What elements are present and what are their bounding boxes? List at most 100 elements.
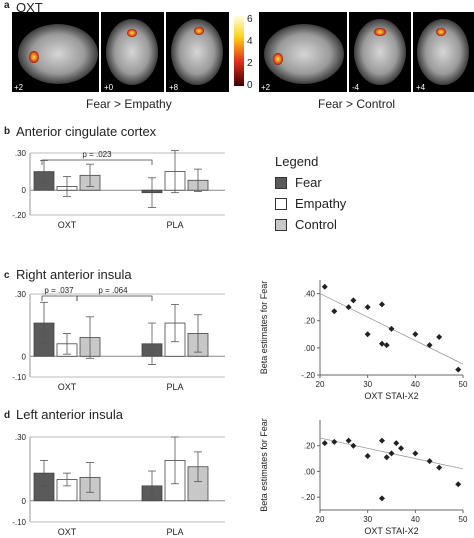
colorbar-tick: 2 <box>247 58 253 69</box>
data-point <box>331 308 338 315</box>
y-tick-label: .20 <box>304 442 316 451</box>
y-tick-label: -.10 <box>12 373 26 382</box>
significance-bracket <box>41 295 78 301</box>
data-point <box>412 450 419 457</box>
y-axis-label: Beta estimates for Fear <box>259 418 269 512</box>
significance-label: p = .023 <box>82 150 112 159</box>
data-point <box>364 331 371 338</box>
y-tick-label: -.10 <box>12 518 26 527</box>
bar-chart-right-insula: .30 0 -.10 OXT PLA p = .037 p = .064 <box>12 286 225 392</box>
data-point <box>398 445 405 452</box>
colorbar-tick: 0 <box>247 80 253 91</box>
legend-label: Empathy <box>295 196 347 211</box>
x-category-label: OXT <box>58 220 77 230</box>
legend-label: Fear <box>295 175 322 190</box>
data-point <box>383 454 390 461</box>
data-point <box>436 334 443 340</box>
panel-letter-b: b <box>4 126 11 137</box>
data-point <box>331 438 338 445</box>
data-point <box>364 453 371 459</box>
y-tick-label: .30 <box>15 433 27 442</box>
panel-letter-a: a <box>4 0 10 11</box>
data-point <box>426 458 433 465</box>
slice-label: +2 <box>14 83 24 92</box>
data-point <box>345 437 352 444</box>
x-category-label: OXT <box>58 382 77 392</box>
x-tick-label: 30 <box>363 380 372 389</box>
panel-letter-d: d <box>4 410 11 421</box>
significance-label: p = .037 <box>44 286 74 295</box>
colorbar-tick: 6 <box>247 14 253 25</box>
x-category-label: PLA <box>166 382 183 392</box>
x-tick-label: 40 <box>411 515 420 524</box>
y-tick-label: .30 <box>15 149 27 158</box>
x-tick-label: 20 <box>316 380 325 389</box>
legend-item-control: Control <box>275 217 346 232</box>
significance-bracket <box>76 295 153 301</box>
y-tick-label: .40 <box>304 290 316 299</box>
data-point <box>378 495 385 502</box>
slice-label: -4 <box>352 83 360 92</box>
caption-fear-empathy: Fear > Empathy <box>86 97 172 111</box>
data-point <box>321 283 328 290</box>
caption-fear-control: Fear > Control <box>318 97 396 111</box>
data-point <box>364 304 371 311</box>
legend-item-fear: Fear <box>275 175 346 190</box>
significance-bracket <box>41 159 153 165</box>
data-point <box>455 366 462 373</box>
colorbar <box>234 16 244 86</box>
panel-letter-c: c <box>4 270 10 281</box>
panel-a-title: OXT <box>16 0 43 15</box>
x-axis-label: OXT STAI-X2 <box>364 391 418 401</box>
data-point <box>321 440 328 447</box>
data-point <box>378 340 385 347</box>
y-axis-label: Beta estimates for Fear <box>259 281 269 375</box>
data-point <box>388 450 395 457</box>
x-category-label: PLA <box>166 220 183 230</box>
data-point <box>378 437 385 444</box>
slice-label: +2 <box>261 83 271 92</box>
scatter-left-insula: .20 .00 -.20 20 30 40 50 Beta estimates for Fea… <box>259 418 468 536</box>
legend: Legend Fear Empathy Control <box>275 154 346 232</box>
legend-title: Legend <box>275 154 319 169</box>
legend-swatch <box>275 218 287 231</box>
legend-swatch <box>275 197 287 210</box>
y-tick-label: 0 <box>22 497 27 506</box>
chart-c-title: Right anterior insula <box>16 267 132 282</box>
colorbar-tick: 4 <box>247 36 253 47</box>
chart-d-title: Left anterior insula <box>16 407 123 422</box>
data-point <box>345 304 352 311</box>
y-tick-label: .20 <box>304 317 316 326</box>
bar-chart-left-insula: .30 0 -.10 OXT PLA <box>12 433 225 537</box>
y-tick-label: -.20 <box>301 493 315 502</box>
data-point <box>378 301 385 308</box>
data-point <box>455 481 462 488</box>
x-tick-label: 50 <box>459 380 468 389</box>
y-tick-label: 0 <box>22 186 27 195</box>
data-point <box>388 325 395 332</box>
brain-images: +2 +0 +8 +2 -4 +4 6 4 2 0 <box>12 12 474 92</box>
data-point <box>393 440 400 447</box>
data-point <box>412 331 419 338</box>
legend-item-empathy: Empathy <box>275 196 346 211</box>
data-point <box>350 297 357 304</box>
legend-label: Control <box>295 217 337 232</box>
y-tick-label: -.20 <box>12 211 26 220</box>
data-point <box>436 464 443 471</box>
chart-b-title: Anterior cingulate cortex <box>16 124 157 139</box>
x-category-label: PLA <box>166 527 183 537</box>
y-tick-label: .00 <box>304 467 316 476</box>
data-point <box>426 342 433 349</box>
x-tick-label: 30 <box>363 515 372 524</box>
activation-blob <box>29 51 39 63</box>
x-axis-label: OXT STAI-X2 <box>364 526 418 536</box>
slice-label: +4 <box>416 83 426 92</box>
legend-swatch <box>275 176 287 189</box>
x-tick-label: 20 <box>316 515 325 524</box>
data-point <box>383 342 390 349</box>
y-tick-label: -.20 <box>301 371 315 380</box>
significance-label: p = .064 <box>98 286 128 295</box>
slice-label: +0 <box>104 83 114 92</box>
data-point <box>350 442 357 449</box>
